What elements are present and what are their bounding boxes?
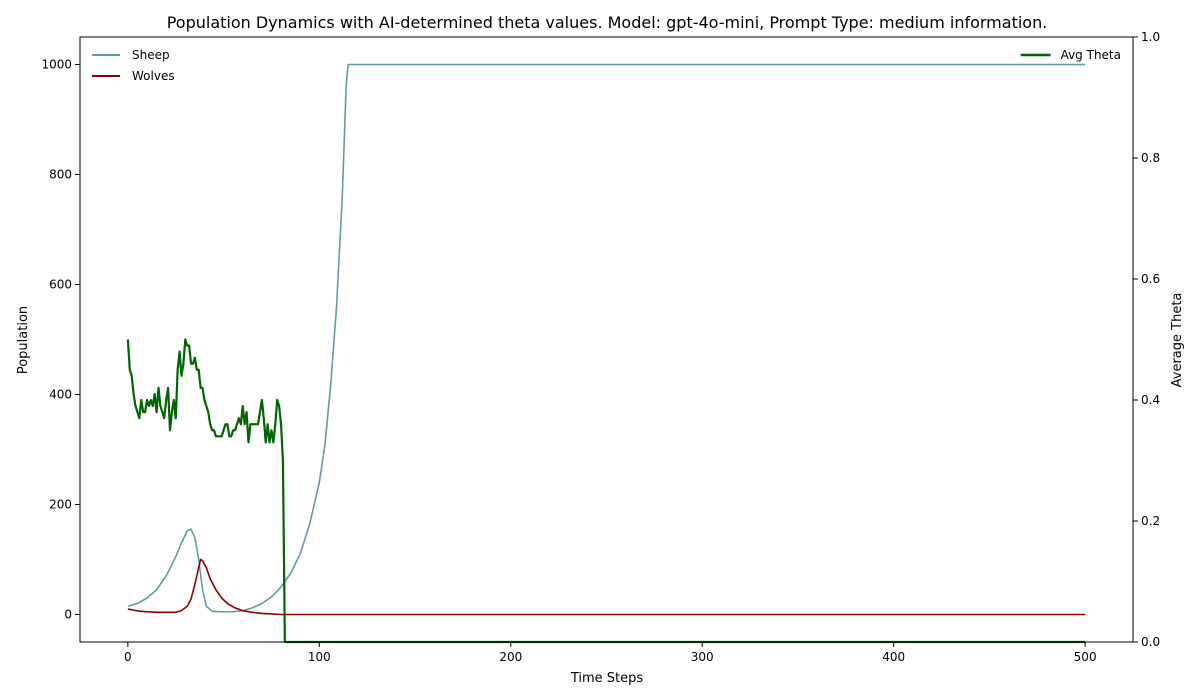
y-tick-label: 400 (49, 388, 72, 402)
y-tick-label: 200 (49, 498, 72, 512)
y-tick-label: 800 (49, 168, 72, 182)
chart-title: Population Dynamics with AI-determined t… (167, 13, 1048, 32)
y-axis-right: 0.0 0.2 0.4 0.6 0.8 1.0 (1133, 30, 1160, 649)
y2-axis-label: Average Theta (1170, 293, 1185, 388)
y2-tick-label: 0.0 (1141, 635, 1160, 649)
x-tick-label: 0 (124, 650, 132, 664)
x-axis-label: Time Steps (570, 671, 644, 686)
plot-frame (79, 36, 1134, 643)
x-tick-label: 400 (882, 650, 905, 664)
legend-label: Sheep (132, 48, 170, 62)
legend-label: Avg Theta (1061, 48, 1121, 62)
y-tick-label: 0 (64, 608, 72, 622)
x-axis: 0 100 200 300 400 500 (124, 642, 1097, 664)
legend-right: Avg Theta (1020, 48, 1121, 62)
y-axis-label: Population (16, 306, 31, 374)
y2-tick-label: 0.2 (1141, 514, 1160, 528)
x-tick-label: 300 (691, 650, 714, 664)
x-tick-label: 500 (1074, 650, 1097, 664)
x-tick-label: 200 (499, 650, 522, 664)
y2-tick-label: 0.6 (1141, 272, 1160, 286)
series-line-sheep (127, 63, 1086, 613)
series-line-wolves (127, 558, 1086, 616)
legend-left: Sheep Wolves (92, 48, 175, 83)
y-axis-left: 0 200 400 600 800 1000 (41, 58, 80, 622)
y2-tick-label: 0.4 (1141, 393, 1160, 407)
series-line-avg-theta (126, 338, 1086, 644)
legend-label: Wolves (132, 69, 175, 83)
series-layer (126, 63, 1086, 644)
y-tick-label: 600 (49, 278, 72, 292)
y2-tick-label: 0.8 (1141, 151, 1160, 165)
x-tick-label: 100 (308, 650, 331, 664)
y-tick-label: 1000 (41, 58, 72, 72)
y2-tick-label: 1.0 (1141, 30, 1160, 44)
